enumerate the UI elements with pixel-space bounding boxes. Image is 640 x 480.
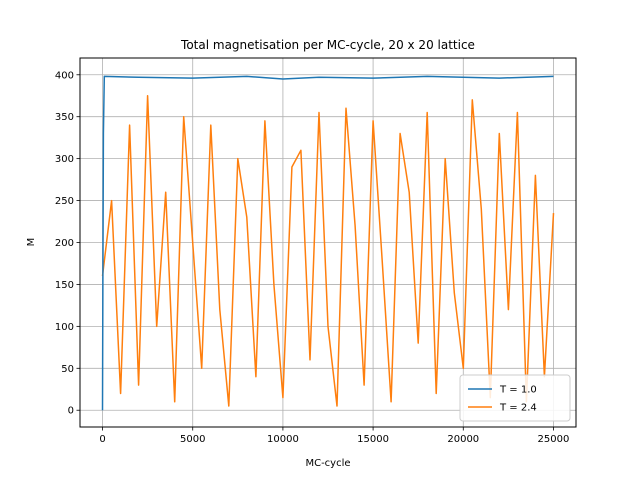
legend-label: T = 2.4 xyxy=(499,403,537,414)
legend-label: T = 1.0 xyxy=(499,385,537,396)
legend: T = 1.0 T = 2.4 xyxy=(459,374,571,422)
series-line-2 xyxy=(101,94,555,407)
series-layer xyxy=(101,75,555,411)
x-tick-label: 10000 xyxy=(267,434,299,445)
legend-box xyxy=(459,374,571,422)
y-axis-ticks: 0 50 100 150 200 250 300 350 400 xyxy=(55,70,80,417)
y-tick-label: 250 xyxy=(55,196,74,207)
x-tick-label: 25000 xyxy=(538,434,570,445)
x-tick-label: 5000 xyxy=(180,434,205,445)
x-axis-ticks: 0 5000 10000 15000 20000 25000 xyxy=(99,427,569,445)
y-tick-label: 0 xyxy=(68,406,74,417)
y-tick-label: 350 xyxy=(55,112,74,123)
y-axis-label: M xyxy=(26,238,37,247)
y-tick-label: 100 xyxy=(55,322,74,333)
x-tick-label: 20000 xyxy=(447,434,479,445)
grid-lines xyxy=(80,58,576,427)
y-tick-label: 400 xyxy=(55,70,74,81)
x-axis-label: MC-cycle xyxy=(305,458,350,469)
y-tick-label: 50 xyxy=(61,364,74,375)
y-tick-label: 300 xyxy=(55,154,74,165)
x-tick-label: 15000 xyxy=(357,434,389,445)
series-line-1 xyxy=(101,75,554,411)
chart-title: Total magnetisation per MC-cycle, 20 x 2… xyxy=(180,38,475,52)
x-tick-label: 0 xyxy=(99,434,105,445)
y-tick-label: 200 xyxy=(55,238,74,249)
y-tick-label: 150 xyxy=(55,280,74,291)
